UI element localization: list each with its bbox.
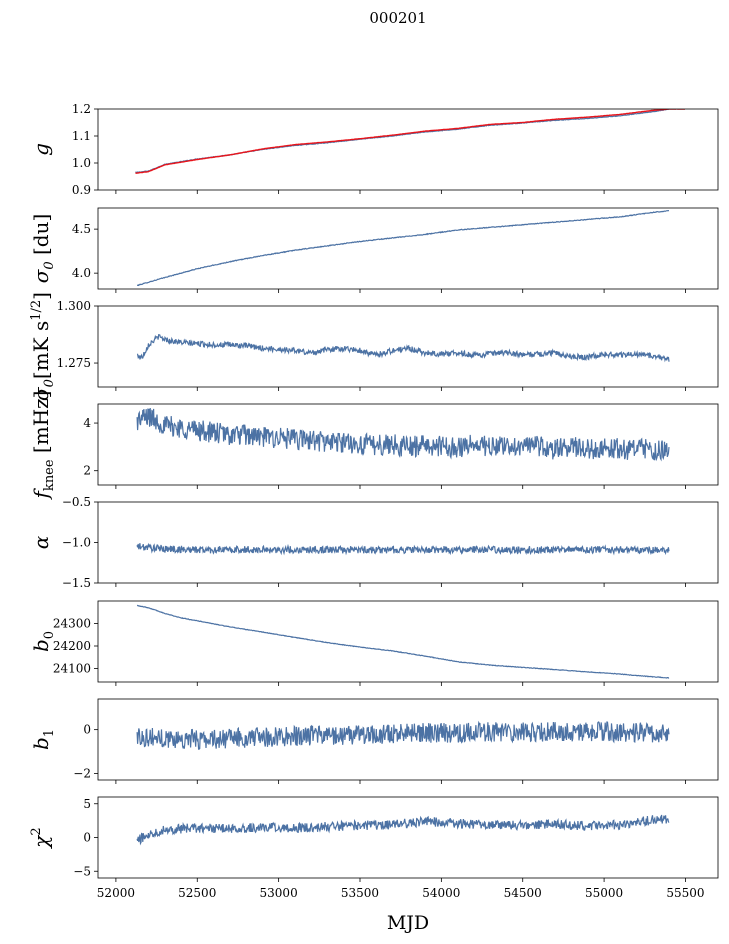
x-axis: 52000 52500 53000 53500 54000 54500 55000 55500 (97, 886, 705, 900)
series-line-gain-1 (135, 109, 685, 174)
x-tick-label: 54500 (504, 886, 542, 900)
axes-frame (97, 501, 719, 584)
y-tick-label: 1.275 (57, 356, 91, 370)
y-tick-label: 1.1 (72, 129, 91, 143)
series-line-b1-0 (136, 720, 670, 750)
y-axis-label: b1 (29, 729, 57, 750)
series-line-sigma0-mk-0 (136, 334, 670, 363)
y-axis-label: χ2 (29, 827, 53, 849)
series-line-chi2-0 (136, 814, 670, 846)
panel-fknee: 2 4 fknee [mHz] (29, 391, 719, 501)
y-tick-label: 0 (83, 831, 91, 845)
series-line-alpha-0 (136, 542, 670, 556)
x-tick-label: 54000 (422, 886, 460, 900)
panel-alpha: −1.5 −1.0 −0.5 α (29, 495, 719, 590)
panel-gain: 0.9 1.0 1.1 1.2 g (29, 102, 719, 197)
axes-frame (97, 305, 719, 388)
x-tick-label: 55500 (666, 886, 704, 900)
y-tick-label: 4.0 (72, 266, 91, 280)
series-line-gain-0 (135, 109, 670, 173)
axes-frame (97, 600, 719, 683)
axes-frame (97, 796, 719, 879)
y-tick-label: 0 (83, 723, 91, 737)
x-tick-label: 53000 (260, 886, 298, 900)
series-line-sigma0-du-0 (137, 209, 670, 287)
y-tick-label: 1.2 (72, 102, 91, 116)
y-tick-label: 0.9 (72, 183, 91, 197)
axes-frame (97, 403, 719, 486)
y-tick-label: −2 (73, 766, 91, 780)
x-axis-label: MJD (387, 912, 429, 934)
y-tick-label: −0.5 (62, 495, 91, 509)
y-tick-label: 2 (83, 464, 91, 478)
series-line-b0-0 (136, 604, 670, 679)
y-axis-label: fknee [mHz] (29, 391, 57, 501)
x-tick-label: 53500 (341, 886, 379, 900)
panel-chi2: −5 0 5 χ2 (29, 796, 719, 882)
y-tick-label: 1.300 (57, 299, 91, 313)
x-tick-label: 52000 (97, 886, 135, 900)
series-line-fknee-0 (136, 407, 670, 462)
x-tick-label: 52500 (178, 886, 216, 900)
y-axis-label: b0 (29, 631, 57, 652)
y-tick-label: 24100 (53, 662, 91, 676)
panel-sigma0-du: 4.0 4.5 σ0 [du] (29, 207, 719, 293)
panel-b1: −2 0 b1 (29, 698, 719, 784)
y-axis-label: g (29, 143, 53, 156)
axes-frame (97, 108, 719, 191)
axes-frame (97, 698, 719, 781)
y-axis-label: σ0[mK s1/2] (29, 292, 57, 401)
figure-title: 000201 (369, 9, 426, 27)
y-tick-label: −5 (73, 864, 91, 878)
y-tick-label: 1.0 (72, 156, 91, 170)
y-tick-label: 4 (83, 416, 91, 430)
y-tick-label: 24300 (53, 617, 91, 631)
y-tick-label: −1.5 (62, 576, 91, 590)
y-tick-label: 5 (83, 797, 91, 811)
y-axis-label: α (29, 535, 53, 549)
y-axis-label: σ0 [du] (29, 214, 57, 284)
y-tick-label: −1.0 (62, 536, 91, 550)
axes-frame (97, 207, 719, 290)
x-tick-label: 55000 (585, 886, 623, 900)
y-tick-label: 24200 (53, 639, 91, 653)
y-tick-label: 4.5 (72, 222, 91, 236)
panels: 0.9 1.0 1.1 1.2 g 4.0 4.5 σ0 [du] 1.275 1.300σ0[m… (29, 102, 719, 882)
